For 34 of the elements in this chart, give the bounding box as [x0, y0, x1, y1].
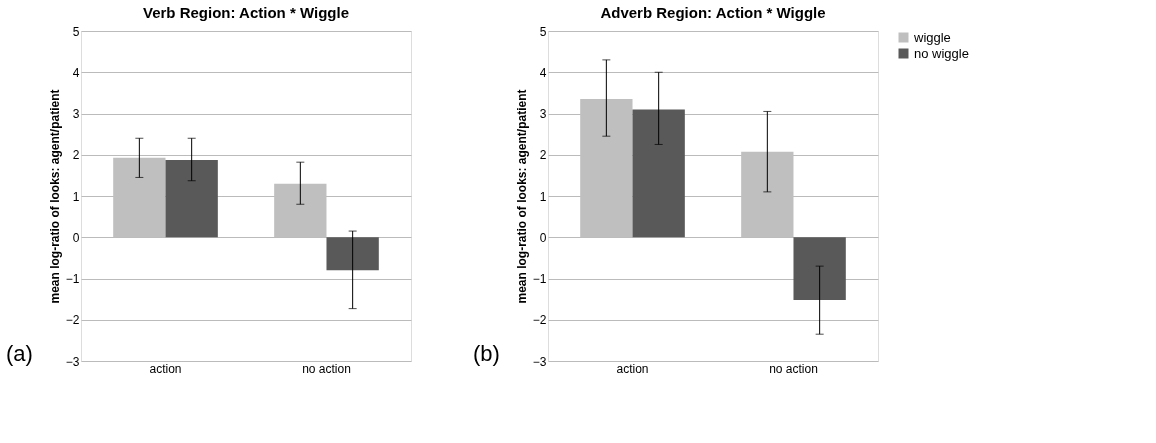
- y-tick-label: −2: [532, 313, 547, 328]
- text: (b): [473, 341, 500, 366]
- chart-title: Verb Region: Action * Wiggle: [143, 4, 349, 21]
- y-axis-title: mean log-ratio of looks: agent/patient: [47, 89, 62, 304]
- y-tick-label: −1: [65, 272, 80, 286]
- legend-label: no wiggle: [914, 45, 969, 61]
- y-tick-label: −3: [532, 354, 547, 369]
- y-tick-label: 3: [539, 107, 547, 121]
- chart-title: Adverb Region: Action * Wiggle: [600, 4, 826, 21]
- y-tick-label: 0: [72, 230, 80, 245]
- x-tick-label: action: [149, 361, 182, 376]
- y-tick-label: 2: [72, 148, 80, 163]
- bar: [165, 160, 218, 238]
- y-tick-label: −1: [532, 272, 547, 286]
- y-tick-label: 1: [539, 189, 547, 204]
- legend-label: wiggle: [913, 29, 951, 45]
- y-axis-title: mean log-ratio of looks: agent/patient: [514, 89, 529, 304]
- y-tick-label: 2: [539, 148, 547, 163]
- y-tick-label: −2: [65, 313, 80, 328]
- y-tick-label: 1: [72, 189, 80, 204]
- y-tick-label: 4: [72, 65, 80, 80]
- bar: [793, 237, 846, 300]
- bar: [632, 109, 685, 238]
- y-tick-label: 0: [539, 230, 547, 245]
- x-tick-label: no action: [302, 361, 351, 376]
- x-tick-label: no action: [769, 361, 818, 376]
- y-tick-label: 3: [72, 107, 80, 121]
- y-tick-label: 4: [539, 65, 547, 80]
- bar: [326, 237, 379, 271]
- text: (a): [6, 341, 33, 366]
- y-tick-label: −3: [65, 354, 80, 369]
- y-tick-label: 5: [72, 24, 80, 39]
- x-tick-label: action: [616, 361, 649, 376]
- y-tick-label: 5: [539, 24, 547, 39]
